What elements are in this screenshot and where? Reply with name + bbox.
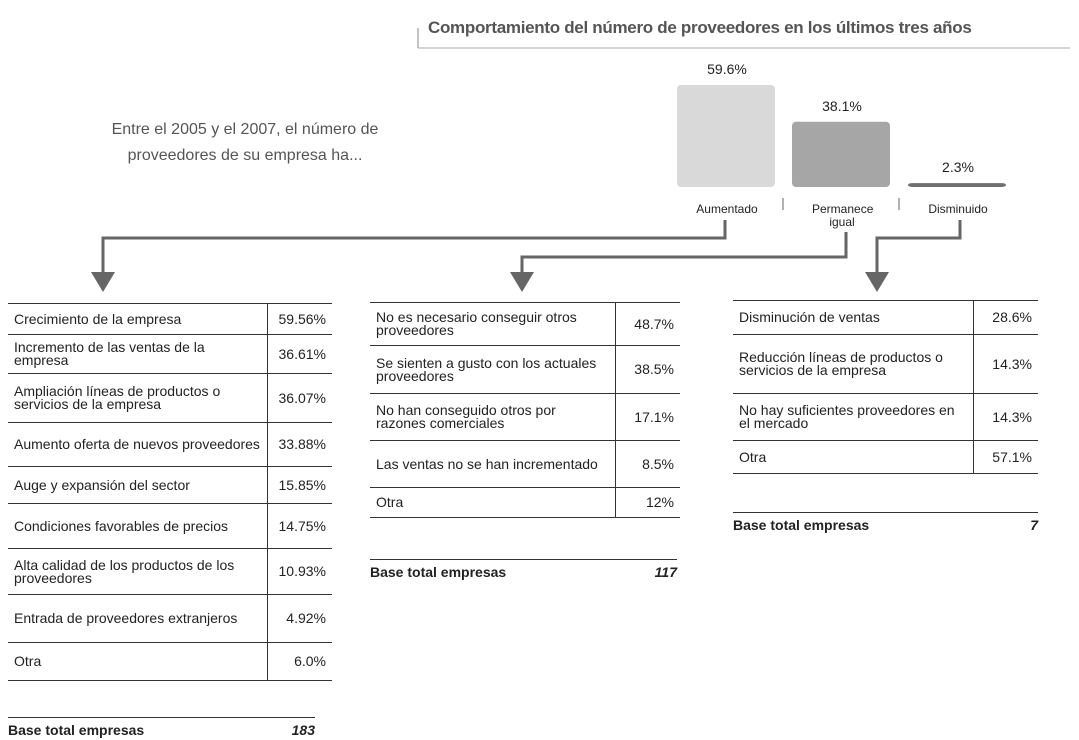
base-label: Base total empresas [370, 564, 507, 580]
bar [677, 85, 775, 187]
row-label: No han conseguido otros por razones come… [370, 393, 616, 441]
row-value: 38.5% [615, 345, 680, 394]
row-label: Otra [8, 642, 268, 681]
base-value: 7 [1030, 517, 1038, 533]
table-row: Alta calidad de los productos de los pro… [8, 548, 332, 595]
row-label: Ampliación líneas de productos o servici… [8, 373, 268, 423]
table-row: No es necesario conseguir otros proveedo… [370, 302, 680, 346]
row-label: Las ventas no se han incrementado [370, 440, 616, 488]
value-label: 59.6% [707, 61, 747, 77]
table-row: Condiciones favorables de precios 14.75% [8, 503, 332, 549]
table-row: Otra 57.1% [733, 440, 1038, 474]
row-label: No es necesario conseguir otros proveedo… [370, 302, 616, 346]
arrows [101, 198, 962, 280]
bar [792, 121, 890, 187]
row-label: Condiciones favorables de precios [8, 503, 268, 549]
arrow-heads [91, 272, 889, 292]
title: Comportamiento del número de proveedores… [428, 18, 972, 37]
row-value: 59.56% [267, 303, 332, 335]
table-row: Disminución de ventas 28.6% [733, 300, 1038, 335]
row-label: Reducción líneas de productos o servicio… [733, 334, 974, 394]
data-table: Disminución de ventas 28.6% Reducción líne… [733, 300, 1038, 474]
table-row: Auge y expansión del sector 15.85% [8, 466, 332, 504]
table-row: No han conseguido otros por razones come… [370, 393, 680, 441]
row-value: 14.75% [267, 503, 332, 549]
question: Entre el 2005 y el 2007, el número de pr… [111, 121, 379, 164]
table-row: Crecimiento de la empresa 59.56% [8, 303, 332, 335]
row-label: Crecimiento de la empresa [8, 303, 268, 335]
category-label: Aumentado [696, 202, 758, 216]
row-label: Otra [370, 487, 616, 518]
base-value: 117 [654, 564, 677, 580]
row-label: Disminución de ventas [733, 300, 974, 335]
table-body: Disminución de ventas 28.6% Reducción líne… [733, 300, 1038, 474]
row-label: Alta calidad de los productos de los pro… [8, 548, 268, 595]
data-table: No es necesario conseguir otros proveedo… [370, 302, 680, 518]
table-row: Otra 6.0% [8, 642, 332, 681]
row-label: No hay suficientes proveedores en el mer… [733, 393, 974, 441]
base-total: Base total empresas 7 [733, 512, 1038, 533]
row-value: 48.7% [615, 302, 680, 346]
row-value: 28.6% [973, 300, 1038, 335]
row-value: 4.92% [267, 594, 332, 643]
category-label: Permanece igual [812, 202, 874, 229]
table-body: No es necesario conseguir otros proveedo… [370, 302, 680, 518]
table-row: Entrada de proveedores extranjeros 4.92% [8, 594, 332, 643]
value-label: 2.3% [942, 159, 974, 176]
row-value: 14.3% [973, 334, 1038, 394]
table-row: Aumento oferta de nuevos proveedores 33.8… [8, 422, 332, 467]
base-total: Base total empresas 117 [370, 559, 677, 580]
table-row: Ampliación líneas de productos o servici… [8, 373, 332, 423]
table-row: Las ventas no se han incrementado 8.5% [370, 440, 680, 488]
row-label: Aumento oferta de nuevos proveedores [8, 422, 268, 467]
row-value: 36.61% [267, 334, 332, 374]
category-label: Disminuido [928, 202, 988, 216]
row-label: Auge y expansión del sector [8, 466, 268, 504]
row-value: 10.93% [267, 548, 332, 595]
row-value: 6.0% [267, 642, 332, 681]
table-row: Reducción líneas de productos o servicio… [733, 334, 1038, 394]
row-value: 15.85% [267, 466, 332, 504]
data-table: Crecimiento de la empresa 59.56% Increment… [8, 303, 332, 681]
bar [908, 183, 1006, 187]
base-label: Base total empresas [733, 517, 870, 533]
row-label: Entrada de proveedores extranjeros [8, 594, 268, 643]
row-value: 36.07% [267, 373, 332, 423]
base-label: Base total empresas [8, 722, 145, 738]
row-value: 33.88% [267, 422, 332, 467]
table-row: Otra 12% [370, 487, 680, 518]
row-label: Otra [733, 440, 974, 474]
row-value: 8.5% [615, 440, 680, 488]
row-value: 17.1% [615, 393, 680, 441]
row-value: 12% [615, 487, 680, 518]
table-row: Incremento de las ventas de la empresa 36… [8, 334, 332, 374]
row-value: 14.3% [973, 393, 1038, 441]
base-value: 183 [291, 722, 315, 738]
base-total: Base total empresas 183 [8, 717, 315, 738]
value-label: 38.1% [822, 97, 862, 114]
table-row: No hay suficientes proveedores en el mer… [733, 393, 1038, 441]
row-label: Se sienten a gusto con los actuales prov… [370, 345, 616, 394]
row-label: Incremento de las ventas de la empresa [8, 334, 268, 374]
table-body: Crecimiento de la empresa 59.56% Increment… [8, 303, 332, 681]
table-row: Se sienten a gusto con los actuales prov… [370, 345, 680, 394]
row-value: 57.1% [973, 440, 1038, 474]
